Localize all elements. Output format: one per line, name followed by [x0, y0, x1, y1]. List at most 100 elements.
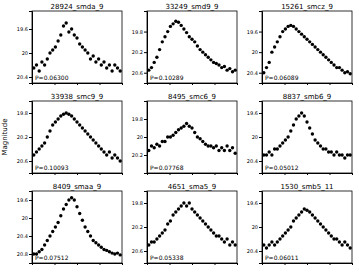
data-point — [225, 144, 228, 147]
data-point — [150, 66, 153, 69]
x-axis-line — [263, 84, 353, 86]
y-tick-label: 19.6 — [247, 110, 258, 116]
x-tick — [55, 83, 56, 85]
y-tick: 20.6 — [132, 248, 147, 254]
data-point — [67, 30, 70, 33]
data-point — [190, 207, 193, 210]
panel: 20.42019.61530_smb5_11P=0.06011 — [247, 183, 353, 266]
plot-frame — [147, 101, 237, 173]
data-point — [324, 228, 327, 231]
data-point — [268, 61, 271, 64]
points — [32, 21, 122, 72]
data-point — [97, 144, 100, 147]
data-point — [209, 228, 212, 231]
data-point — [78, 123, 81, 126]
data-point — [276, 147, 279, 150]
data-point — [62, 207, 65, 210]
x-axis — [263, 173, 353, 175]
data-point — [231, 146, 234, 149]
data-point — [297, 114, 300, 117]
panel-title: 33938_smc9_9 — [51, 93, 104, 101]
data-point — [182, 27, 185, 30]
y-tick: 19.6 — [247, 110, 262, 116]
data-point — [119, 69, 122, 72]
panel-title: 33249_smd9_9 — [165, 3, 218, 11]
data-point — [70, 27, 73, 30]
data-point — [292, 123, 295, 126]
y-tick-label: 20.2 — [132, 49, 143, 55]
x-axis-line — [33, 264, 123, 266]
data-point — [116, 66, 119, 69]
data-point — [212, 231, 215, 234]
data-point — [215, 144, 218, 147]
data-point — [300, 32, 303, 35]
y-tick: 19.6 — [17, 197, 32, 203]
data-point — [56, 117, 59, 120]
x-tick — [32, 83, 33, 85]
data-point — [158, 234, 161, 237]
x-tick-mark — [77, 173, 78, 175]
x-tick — [55, 173, 56, 175]
data-point — [100, 246, 103, 249]
data-point — [97, 243, 100, 246]
data-point — [70, 114, 73, 117]
period-annotation: P=0.10093 — [35, 164, 69, 171]
panel: 20.620.219.833249_smd9_9P=0.10289 — [132, 3, 238, 86]
y-tick: 20.4 — [17, 233, 32, 239]
x-tick-mark — [55, 83, 56, 85]
y-tick-label: 19.6 — [17, 197, 28, 203]
x-tick-mark — [122, 83, 123, 85]
x-tick — [100, 173, 101, 175]
data-point — [48, 51, 51, 54]
y-tick: 19.6 — [17, 26, 32, 32]
y-axis: 20.22019.8 — [132, 102, 148, 174]
y-tick: 20.2 — [132, 152, 147, 158]
data-point — [234, 68, 237, 71]
x-tick — [262, 263, 263, 265]
data-point — [303, 114, 306, 117]
y-tick-label: 20.6 — [17, 158, 28, 164]
data-point — [43, 63, 46, 66]
data-point — [349, 246, 352, 249]
data-point — [305, 120, 308, 123]
data-point — [163, 140, 166, 143]
data-point — [188, 35, 191, 38]
points — [262, 24, 352, 76]
data-point — [268, 150, 271, 153]
data-point — [110, 156, 113, 159]
data-point — [308, 40, 311, 43]
x-tick — [352, 263, 353, 265]
y-tick-label: 20.4 — [17, 233, 28, 239]
y-tick-mark — [29, 29, 32, 30]
x-tick-mark — [215, 83, 216, 85]
data-point — [303, 35, 306, 38]
data-point — [65, 203, 68, 206]
plot-frame — [147, 11, 237, 83]
data-point — [196, 213, 199, 216]
data-point — [163, 35, 166, 38]
x-tick — [192, 263, 193, 265]
data-point — [40, 60, 43, 63]
data-point — [201, 140, 204, 143]
data-point — [62, 24, 65, 27]
x-tick — [122, 263, 123, 265]
y-tick-mark — [259, 227, 262, 228]
x-tick-mark — [100, 173, 101, 175]
y-axis: 20.620.219.8 — [132, 12, 148, 84]
panel-title: 8837_smb6_9 — [283, 93, 332, 101]
data-point — [223, 149, 226, 152]
x-tick — [330, 83, 331, 85]
x-tick — [100, 263, 101, 265]
data-point — [161, 231, 164, 234]
panel: 20.42019.615261_smcz_9P=0.06089 — [247, 3, 353, 86]
data-point — [40, 248, 43, 251]
data-point — [171, 22, 174, 25]
data-point — [75, 120, 78, 123]
y-tick-mark — [259, 161, 262, 162]
data-point — [289, 225, 292, 228]
x-tick — [147, 263, 148, 265]
y-tick-label: 20 — [22, 50, 28, 56]
x-tick — [192, 173, 193, 175]
data-point — [100, 147, 103, 150]
y-axis-line — [144, 192, 148, 264]
